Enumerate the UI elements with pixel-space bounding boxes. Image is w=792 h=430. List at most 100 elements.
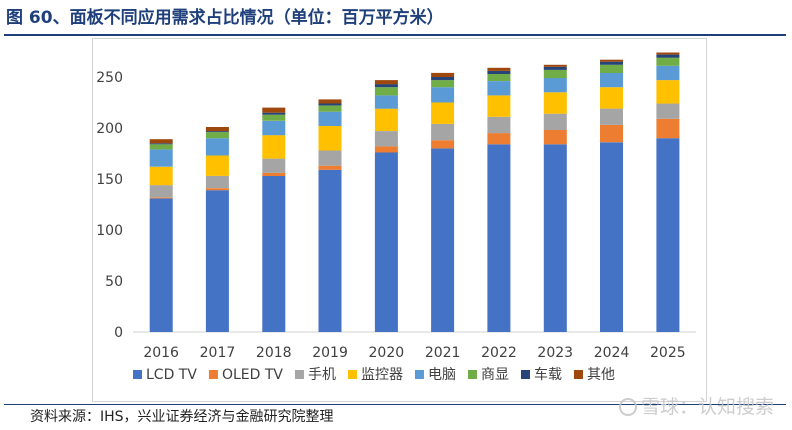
y-tick-label: 250 bbox=[96, 70, 123, 86]
bar-segment-商显-2025 bbox=[656, 57, 680, 66]
bar-segment-其他-2020 bbox=[374, 80, 398, 85]
bar-segment-监控器-2017 bbox=[205, 155, 229, 176]
bar-segment-LCD TV-2017 bbox=[205, 190, 229, 332]
bar-segment-OLED TV-2025 bbox=[656, 118, 680, 139]
legend-label: OLED TV bbox=[222, 367, 283, 383]
bar-segment-监控器-2021 bbox=[431, 102, 455, 124]
bar-segment-商显-2019 bbox=[318, 105, 342, 112]
bar-segment-手机-2022 bbox=[487, 116, 511, 134]
bar-segment-商显-2018 bbox=[262, 114, 286, 121]
bar-segment-商显-2021 bbox=[431, 80, 455, 88]
bar-segment-监控器-2019 bbox=[318, 126, 342, 151]
bar-segment-其他-2025 bbox=[656, 52, 680, 55]
legend-swatch bbox=[208, 370, 218, 379]
bar-segment-LCD TV-2019 bbox=[318, 169, 342, 332]
legend-swatch bbox=[414, 370, 424, 379]
bar-segment-电脑-2016 bbox=[149, 149, 173, 167]
legend-label: LCD TV bbox=[146, 367, 197, 383]
legend-swatch bbox=[347, 370, 357, 379]
bar-segment-LCD TV-2018 bbox=[262, 175, 286, 332]
bar-segment-商显-2020 bbox=[374, 87, 398, 96]
x-tick-label: 2017 bbox=[200, 345, 236, 361]
legend-swatch bbox=[467, 370, 477, 379]
bar-segment-监控器-2024 bbox=[600, 87, 623, 109]
bar-segment-LCD TV-2025 bbox=[656, 138, 680, 332]
legend-swatch bbox=[133, 370, 142, 379]
bar-segment-监控器-2016 bbox=[149, 166, 173, 186]
bar-segment-LCD TV-2023 bbox=[543, 144, 567, 332]
bar-segment-商显-2024 bbox=[600, 64, 623, 73]
bar-segment-车载-2023 bbox=[543, 66, 567, 70]
x-tick-label: 2025 bbox=[650, 345, 686, 361]
bar-segment-电脑-2020 bbox=[374, 95, 398, 109]
legend-swatch bbox=[573, 370, 583, 379]
x-tick-label: 2016 bbox=[143, 345, 179, 361]
y-tick-label: 200 bbox=[96, 121, 123, 137]
bar-segment-其他-2017 bbox=[205, 127, 229, 132]
chart-frame: 0 50 100 150 200 250 2016 2017 2018 2019 2020 2021 2… bbox=[92, 38, 707, 402]
bar-segment-车载-2021 bbox=[431, 77, 455, 81]
bar-segment-商显-2022 bbox=[487, 73, 511, 81]
bar-segment-OLED TV-2024 bbox=[600, 124, 623, 143]
source-note: 资料来源：IHS，兴业证券经济与金融研究院整理 bbox=[30, 409, 334, 425]
bar-segment-OLED TV-2022 bbox=[487, 133, 511, 145]
y-tick-label: 100 bbox=[96, 223, 123, 239]
bar-segment-电脑-2025 bbox=[656, 65, 680, 81]
legend-label: 车载 bbox=[534, 366, 562, 383]
watermark-text: 雪球：认知搜索 bbox=[640, 396, 774, 418]
bar-segment-OLED TV-2019 bbox=[318, 165, 342, 170]
legend-label: 手机 bbox=[308, 367, 336, 383]
legend-label: 监控器 bbox=[361, 367, 403, 383]
bar-segment-手机-2016 bbox=[149, 185, 173, 198]
bar-segment-手机-2019 bbox=[318, 150, 342, 166]
snowball-icon bbox=[618, 398, 637, 416]
bar-segment-电脑-2023 bbox=[543, 78, 567, 93]
bar-segment-LCD TV-2016 bbox=[149, 198, 173, 332]
x-tick-label: 2021 bbox=[425, 345, 461, 361]
bar-segment-监控器-2025 bbox=[656, 80, 680, 104]
legend-label: 电脑 bbox=[428, 367, 456, 383]
x-tick-label: 2023 bbox=[537, 345, 573, 361]
legend-swatch bbox=[520, 370, 530, 379]
bar-segment-车载-2017 bbox=[205, 131, 229, 133]
x-tick-label: 2018 bbox=[256, 345, 292, 361]
bar-segment-其他-2022 bbox=[487, 67, 511, 71]
bar-segment-电脑-2019 bbox=[318, 111, 342, 126]
bar-segment-手机-2020 bbox=[374, 131, 398, 147]
bar-segment-电脑-2018 bbox=[262, 120, 286, 136]
bar-segment-车载-2024 bbox=[600, 61, 623, 65]
bar-segment-监控器-2018 bbox=[262, 135, 286, 159]
bar-segment-OLED TV-2018 bbox=[262, 172, 286, 176]
bar-segment-监控器-2022 bbox=[487, 95, 511, 117]
x-tick-label: 2019 bbox=[312, 345, 348, 361]
bar-segment-手机-2024 bbox=[600, 108, 623, 125]
bar-segment-LCD TV-2020 bbox=[374, 152, 398, 332]
legend-label: 其他 bbox=[587, 367, 615, 383]
bar-segment-手机-2023 bbox=[543, 113, 567, 130]
legend-swatch bbox=[294, 370, 304, 379]
source-divider bbox=[4, 404, 786, 405]
bar-segment-OLED TV-2023 bbox=[543, 130, 567, 145]
bar-segment-监控器-2023 bbox=[543, 92, 567, 114]
x-tick-label: 2022 bbox=[481, 345, 517, 361]
bar-segment-电脑-2017 bbox=[205, 138, 229, 156]
bar-segment-其他-2018 bbox=[262, 107, 286, 113]
bar-segment-其他-2024 bbox=[600, 59, 623, 62]
bar-segment-手机-2017 bbox=[205, 175, 229, 189]
bar-segment-电脑-2024 bbox=[600, 72, 623, 88]
bar-segment-LCD TV-2022 bbox=[487, 144, 511, 332]
watermark: 雪球：认知搜索 bbox=[618, 392, 774, 419]
bar-segment-电脑-2022 bbox=[487, 81, 511, 96]
bar-segment-LCD TV-2021 bbox=[431, 148, 455, 332]
bar-segment-车载-2019 bbox=[318, 103, 342, 106]
bar-segment-电脑-2021 bbox=[431, 87, 455, 103]
bar-segment-车载-2020 bbox=[374, 84, 398, 88]
bar-segment-LCD TV-2024 bbox=[600, 142, 623, 332]
x-tick-label: 2020 bbox=[369, 345, 405, 361]
bar-segment-商显-2016 bbox=[149, 144, 173, 150]
bar-segment-OLED TV-2021 bbox=[431, 140, 455, 149]
bar-segment-OLED TV-2020 bbox=[374, 146, 398, 153]
bar-segment-车载-2022 bbox=[487, 70, 511, 74]
bar-segment-监控器-2020 bbox=[374, 108, 398, 131]
title-divider bbox=[4, 34, 786, 36]
